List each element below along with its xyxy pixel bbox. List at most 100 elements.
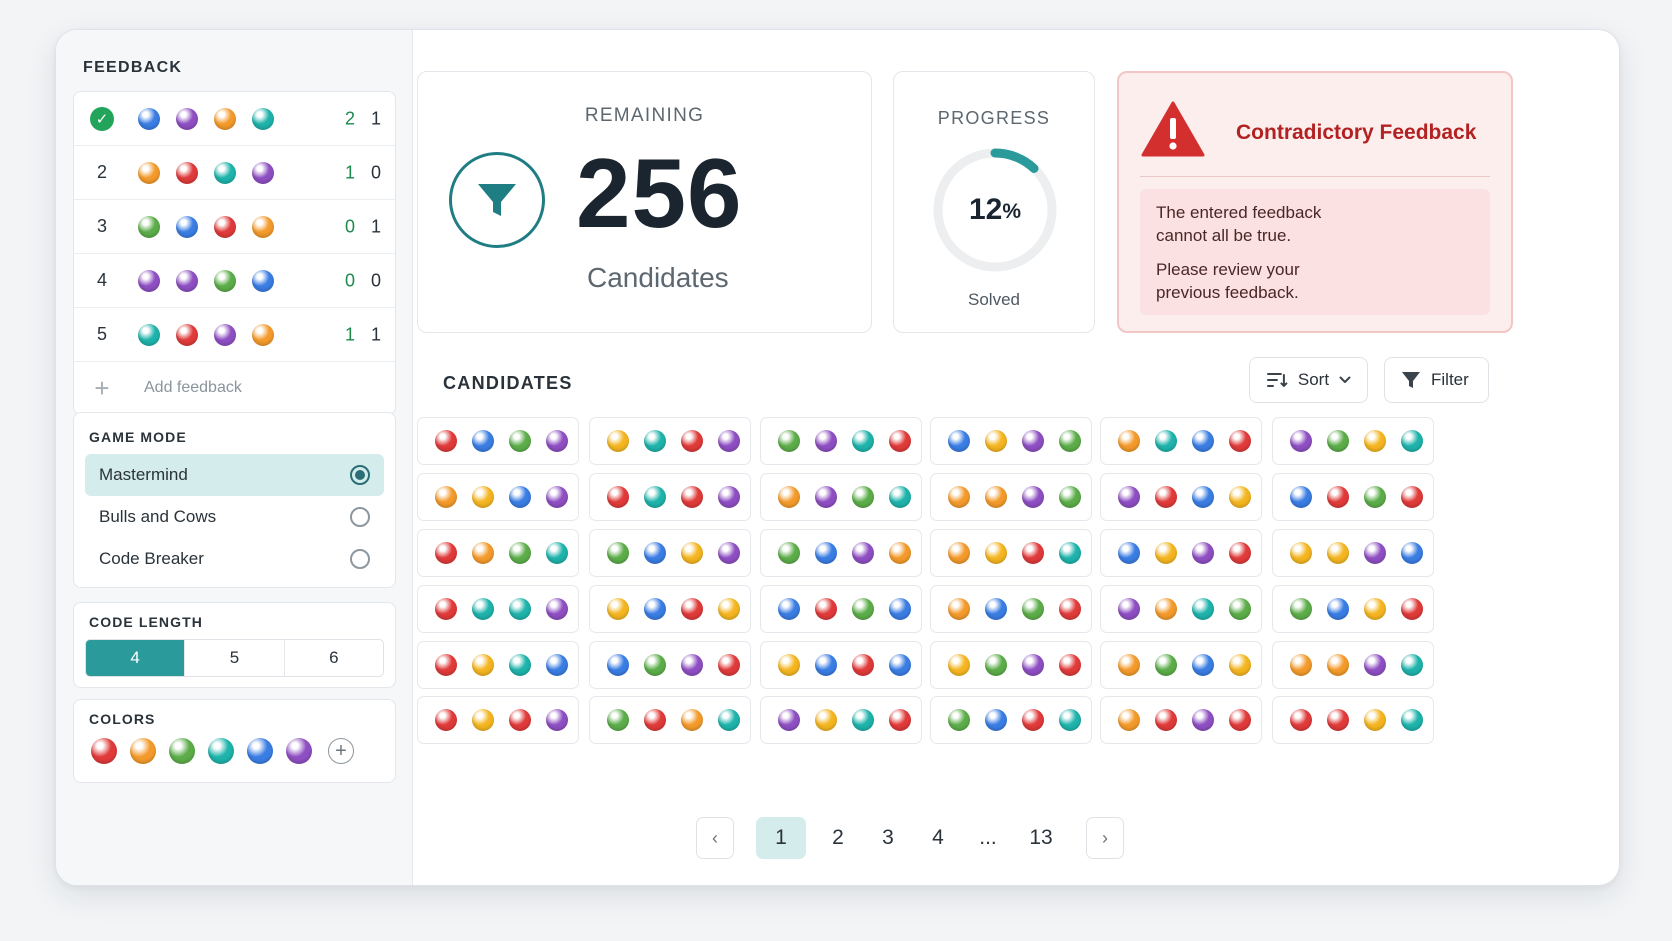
red-peg — [435, 598, 457, 620]
page-button[interactable]: 4 — [932, 826, 944, 849]
chevron-down-icon — [1339, 376, 1351, 383]
feedback-black-count: 0 — [344, 270, 355, 290]
page-button[interactable]: 1 — [756, 817, 806, 859]
game-mode-option[interactable]: Mastermind — [85, 454, 384, 496]
candidate-code[interactable] — [760, 473, 922, 521]
code-length-option[interactable]: 4 — [86, 640, 186, 676]
remaining-caption: Candidates — [587, 262, 729, 293]
candidate-code[interactable] — [589, 696, 751, 744]
blue-peg — [985, 598, 1007, 620]
candidate-code[interactable] — [930, 585, 1092, 633]
candidate-code[interactable] — [760, 529, 922, 577]
orange-peg — [138, 161, 160, 184]
candidate-code[interactable] — [1272, 529, 1434, 577]
purple-peg — [1022, 654, 1044, 676]
candidate-code[interactable] — [417, 585, 579, 633]
add-feedback-button[interactable]: + Add feedback — [74, 362, 395, 414]
solved-check: ✓ — [88, 105, 116, 133]
orange-peg — [214, 107, 236, 130]
feedback-row[interactable]: ✓ 2 1 — [74, 92, 395, 146]
candidate-code[interactable] — [589, 417, 751, 465]
game-mode-option[interactable]: Bulls and Cows — [85, 496, 384, 538]
candidate-code[interactable] — [760, 585, 922, 633]
teal-peg — [138, 323, 160, 346]
purple-peg — [681, 654, 703, 676]
purple-peg — [815, 430, 837, 452]
candidate-code[interactable] — [1272, 696, 1434, 744]
yellow-peg — [472, 709, 494, 731]
candidate-code[interactable] — [1272, 417, 1434, 465]
prev-page-button[interactable]: ‹ — [696, 817, 734, 859]
red-peg — [889, 709, 911, 731]
radio-button[interactable] — [350, 507, 370, 527]
candidate-code[interactable] — [930, 417, 1092, 465]
green-peg — [948, 709, 970, 731]
teal-peg — [1059, 709, 1081, 731]
candidate-code[interactable] — [930, 529, 1092, 577]
sort-button[interactable]: Sort — [1249, 357, 1368, 403]
purple-peg — [718, 542, 740, 564]
color-palette: + — [74, 738, 395, 764]
red-peg — [435, 654, 457, 676]
orange-peg — [778, 486, 800, 508]
candidate-code[interactable] — [1272, 641, 1434, 689]
orange-peg — [130, 738, 156, 764]
candidate-code[interactable] — [1100, 529, 1262, 577]
code-length-option[interactable]: 5 — [185, 640, 285, 676]
purple-peg — [1364, 542, 1386, 564]
next-page-button[interactable]: › — [1086, 817, 1124, 859]
candidate-code[interactable] — [417, 473, 579, 521]
blue-peg — [815, 542, 837, 564]
candidate-code[interactable] — [760, 696, 922, 744]
candidate-code[interactable] — [1100, 417, 1262, 465]
orange-peg — [948, 486, 970, 508]
filter-button[interactable]: Filter — [1384, 357, 1489, 403]
candidate-code[interactable] — [930, 641, 1092, 689]
red-peg — [1327, 709, 1349, 731]
candidate-code[interactable] — [589, 641, 751, 689]
purple-peg — [546, 430, 568, 452]
candidate-code[interactable] — [760, 641, 922, 689]
page-button[interactable]: 2 — [832, 826, 844, 849]
purple-peg — [1192, 709, 1214, 731]
page-button[interactable]: 3 — [882, 826, 894, 849]
candidate-code[interactable] — [1100, 473, 1262, 521]
candidate-code[interactable] — [1100, 696, 1262, 744]
candidate-code[interactable] — [417, 641, 579, 689]
code-length-option[interactable]: 6 — [329, 648, 339, 667]
red-peg — [214, 215, 236, 238]
candidate-code[interactable] — [589, 529, 751, 577]
blue-peg — [247, 738, 273, 764]
candidate-code[interactable] — [1100, 641, 1262, 689]
feedback-black-count: 0 — [344, 216, 355, 236]
add-color-button[interactable]: + — [328, 738, 354, 764]
candidate-code[interactable] — [589, 585, 751, 633]
candidate-code[interactable] — [417, 696, 579, 744]
orange-peg — [889, 542, 911, 564]
candidate-code[interactable] — [1272, 473, 1434, 521]
sort-label: Sort — [1297, 370, 1330, 389]
candidate-code[interactable] — [930, 473, 1092, 521]
purple-peg — [138, 269, 160, 292]
candidate-code[interactable] — [760, 417, 922, 465]
radio-button[interactable] — [350, 465, 370, 485]
game-mode-list: Mastermind Bulls and Cows Code Breaker — [74, 454, 395, 580]
candidate-code[interactable] — [1100, 585, 1262, 633]
game-mode-option[interactable]: Code Breaker — [85, 538, 384, 580]
radio-button[interactable] — [350, 549, 370, 569]
candidate-code[interactable] — [1272, 585, 1434, 633]
teal-peg — [852, 709, 874, 731]
feedback-black-count: 1 — [344, 324, 355, 344]
yellow-peg — [815, 709, 837, 731]
candidate-code[interactable] — [417, 529, 579, 577]
page-button-last[interactable]: 13 — [1029, 826, 1053, 849]
candidate-code[interactable] — [589, 473, 751, 521]
candidate-code[interactable] — [930, 696, 1092, 744]
feedback-white-count: 0 — [370, 270, 381, 290]
alert-line: cannot all be true. — [1156, 226, 1292, 245]
candidate-code[interactable] — [417, 417, 579, 465]
